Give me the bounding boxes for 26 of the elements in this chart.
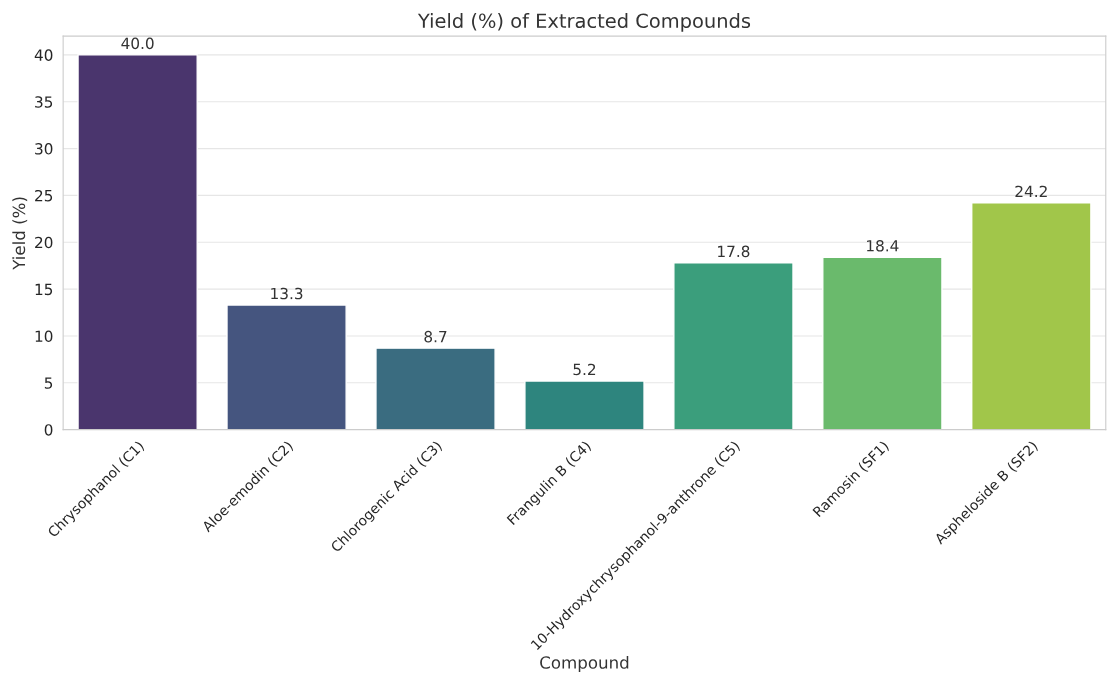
y-tick-label: 15 (35, 283, 53, 296)
chart-title: Yield (%) of Extracted Compounds (417, 13, 751, 32)
y-tick-label: 0 (44, 424, 53, 436)
bar (822, 256, 943, 430)
bar (375, 347, 496, 430)
y-tick-label: 10 (35, 330, 53, 342)
data-label: 13.3 (271, 287, 303, 300)
bar (673, 262, 794, 430)
data-label: 5.2 (573, 363, 596, 376)
y-axis-title: Yield (%) (12, 197, 28, 270)
data-label: 24.2 (1015, 185, 1047, 197)
data-label: 17.8 (718, 245, 750, 258)
bar (524, 380, 645, 430)
y-tick-label: 20 (35, 236, 53, 249)
data-label: 40.0 (121, 37, 154, 50)
y-tick-label: 30 (35, 143, 53, 155)
y-tick-label: 35 (35, 96, 53, 108)
y-tick-label: 40 (34, 49, 53, 61)
data-label: 18.4 (867, 239, 899, 252)
data-label: 8.7 (424, 330, 447, 343)
bar (77, 54, 198, 430)
y-tick-label: 25 (35, 189, 53, 202)
y-tick-label: 5 (44, 377, 53, 389)
bar (226, 304, 347, 430)
x-axis-title: Compound (540, 655, 629, 673)
bar (971, 202, 1092, 430)
